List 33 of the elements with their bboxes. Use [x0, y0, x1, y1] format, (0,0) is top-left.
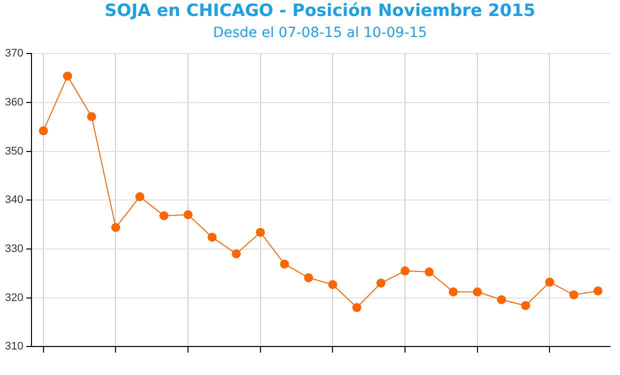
point: [521, 301, 530, 310]
point: [545, 278, 554, 287]
y-tick-label: 310: [4, 340, 24, 353]
point: [38, 126, 48, 136]
point: [376, 278, 386, 288]
point: [497, 295, 506, 304]
point: [208, 232, 217, 242]
point: [280, 260, 290, 269]
y-tick-label: 330: [4, 242, 24, 255]
y-tick-label: 350: [4, 145, 24, 158]
point: [328, 280, 338, 290]
chart-subtitle: Desde el 07-08-15 al 10-09-15: [212, 24, 428, 43]
point: [256, 228, 265, 237]
chart-title: SOJA en CHICAGO - Posición Noviembre 2015: [104, 0, 536, 22]
y-tick-label: 370: [4, 48, 24, 60]
point: [135, 192, 144, 202]
y-tick-label: 360: [4, 96, 24, 108]
point: [400, 266, 410, 276]
point: [593, 286, 602, 296]
point: [159, 211, 168, 220]
point: [569, 290, 578, 300]
point: [184, 210, 193, 220]
point: [87, 112, 96, 122]
point: [304, 273, 314, 282]
point: [232, 249, 241, 258]
point: [472, 287, 482, 296]
point: [63, 72, 72, 81]
y-tick-label: 340: [4, 194, 24, 206]
y-tick-label: 320: [4, 292, 24, 304]
point: [448, 287, 458, 296]
point: [352, 303, 362, 312]
point: [424, 267, 434, 276]
point: [111, 222, 120, 232]
